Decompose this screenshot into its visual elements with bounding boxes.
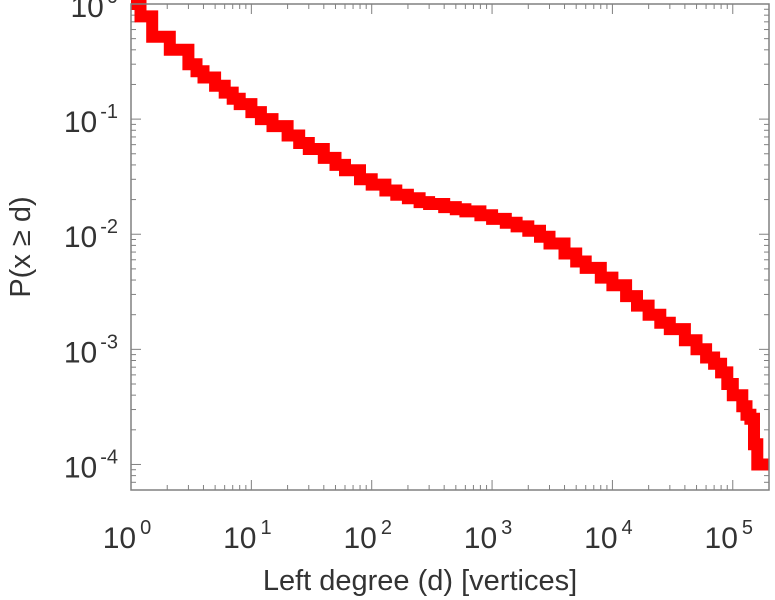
x-tick-exponent: 0 <box>140 517 151 539</box>
series-line-ccdf <box>131 0 769 471</box>
x-tick-label: 10 5 <box>705 517 754 555</box>
x-tick-label: 10 3 <box>464 517 512 555</box>
x-tick-base: 10 <box>223 522 256 555</box>
y-tick-base: 10 <box>64 221 97 254</box>
y-tick-label: 10 -2 <box>64 216 118 254</box>
x-tick-label: 10 2 <box>343 517 392 555</box>
y-tick-label: 100 <box>71 0 119 24</box>
series-layer <box>131 0 769 471</box>
major-ticks <box>130 3 769 490</box>
x-tick-base: 10 <box>103 522 136 555</box>
y-tick-base: 10 <box>64 451 97 484</box>
plot-frame <box>130 3 770 491</box>
x-tick-labels: 10 0 10 1 10 2 10 3 10 4 10 5 <box>103 517 753 555</box>
minor-ticks <box>131 4 769 490</box>
y-tick-label: 10 -1 <box>64 101 118 139</box>
x-tick-label: 10 1 <box>223 517 272 555</box>
y-tick-exponent: -3 <box>100 331 118 353</box>
x-tick-base: 10 <box>343 522 376 555</box>
x-tick-exponent: 1 <box>260 517 271 539</box>
x-tick-exponent: 5 <box>742 517 753 539</box>
x-axis-title: Left degree (d) [vertices] <box>263 565 577 597</box>
x-tick-exponent: 2 <box>381 517 392 539</box>
x-tick-base: 10 <box>705 522 738 555</box>
y-tick-base: 10 <box>71 0 104 24</box>
x-tick-exponent: 3 <box>501 517 512 539</box>
y-axis-title: P(x ≥ d) <box>5 196 37 297</box>
y-tick-label: 10 -4 <box>64 446 118 484</box>
y-tick-label: 10 -3 <box>64 331 118 369</box>
x-tick-label: 10 0 <box>103 517 152 555</box>
x-tick-base: 10 <box>464 522 497 555</box>
y-tick-exponent: -4 <box>100 446 118 468</box>
x-tick-base: 10 <box>584 522 617 555</box>
y-tick-exponent: -1 <box>100 101 118 123</box>
y-tick-exponent: 0 <box>107 0 118 8</box>
x-tick-exponent: 4 <box>622 517 633 539</box>
y-tick-exponent: -2 <box>100 216 118 238</box>
x-tick-label: 10 4 <box>584 517 633 555</box>
y-tick-base: 10 <box>64 106 97 139</box>
y-tick-base: 10 <box>64 336 97 369</box>
